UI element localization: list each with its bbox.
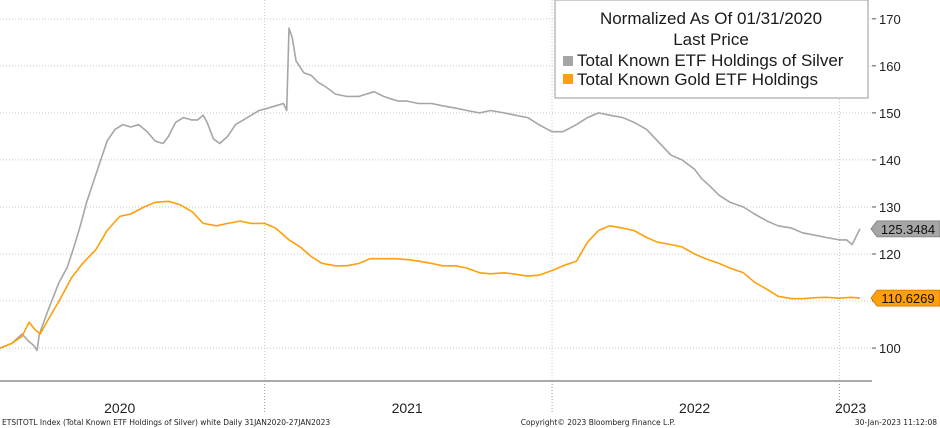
legend-swatch-silver	[563, 56, 573, 66]
series-layer	[0, 27, 861, 352]
x-tick-label: 2022	[679, 400, 710, 416]
legend: Normalized As Of 01/31/2020 Last Price T…	[554, 0, 869, 99]
y-tick-label: 160	[879, 59, 901, 74]
series-line-gold	[0, 200, 861, 349]
legend-box	[554, 0, 869, 99]
footer-timestamp: 30-Jan-2023 11:12:08	[855, 418, 937, 427]
series-line-silver	[0, 27, 861, 352]
y-tick-label: 150	[879, 106, 901, 121]
x-tick-label: 2023	[835, 400, 866, 416]
end-label-value-silver: 125.3484	[881, 222, 935, 237]
y-tick-label: 140	[879, 153, 901, 168]
y-tick-label: 130	[879, 200, 901, 215]
y-tick-label: 100	[879, 341, 901, 356]
legend-label-silver: Total Known ETF Holdings of Silver	[577, 51, 844, 70]
x-tick-label: 2021	[392, 400, 423, 416]
footer-source: ETSITOTL Index (Total Known ETF Holdings…	[2, 418, 330, 427]
end-label-value-gold: 110.6269	[881, 291, 934, 306]
x-tick-label: 2020	[104, 400, 135, 416]
y-tick-label: 170	[879, 12, 901, 27]
y-tick-label: 120	[879, 247, 901, 262]
legend-swatch-gold	[563, 74, 573, 84]
end-label-box-silver	[870, 220, 940, 238]
end-value-labels: 125.3484 110.6269	[870, 220, 940, 307]
chart-title: Normalized As Of 01/31/2020	[600, 9, 822, 28]
end-label-box-gold	[870, 289, 940, 307]
x-axis-year-ticks: 2020 2021 2022 2023	[104, 381, 866, 416]
footer-copyright: Copyright© 2023 Bloomberg Finance L.P.	[521, 418, 676, 427]
chart-subtitle: Last Price	[673, 30, 749, 49]
legend-label-gold: Total Known Gold ETF Holdings	[577, 70, 818, 89]
